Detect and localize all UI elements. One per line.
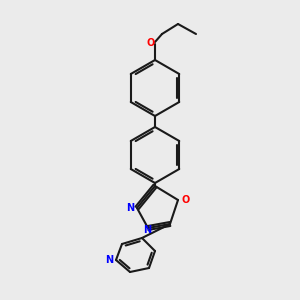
Text: N: N [126,203,134,213]
Text: O: O [147,38,155,48]
Text: N: N [143,225,151,235]
Text: N: N [105,255,113,265]
Text: O: O [181,195,189,205]
